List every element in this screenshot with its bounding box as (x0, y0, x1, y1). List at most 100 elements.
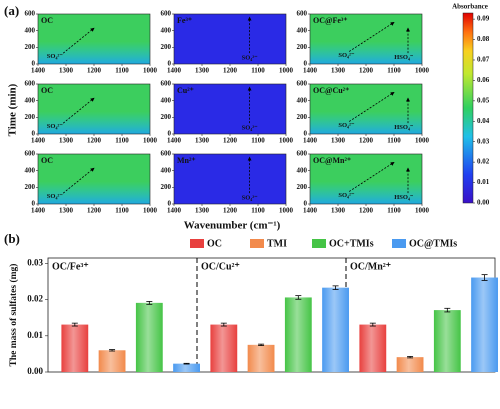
y-tick-label: 200 (25, 43, 36, 51)
y-tick-label: 200 (25, 183, 36, 191)
arrow (348, 91, 395, 122)
panel-name: OC@Fe³⁺ (313, 16, 348, 25)
panel-name: Mn²⁺ (177, 156, 196, 165)
annotation: SO₄²⁻ (242, 125, 259, 132)
x-tick-label: 1000 (279, 207, 294, 215)
heatmap-panel: 1400 1300 1200 1100 1000 0 200 400 600 OC SO₄²⁻ (25, 10, 158, 75)
y-tick-label: 400 (25, 166, 36, 174)
panel-name: Fe³⁺ (177, 16, 192, 25)
heatmap-panel: 1400 1300 1200 1100 1000 0 200 400 600 OC SO₄²⁻ (25, 150, 158, 215)
bar-shine (433, 310, 461, 372)
y-tick-label: 0 (168, 200, 172, 208)
group-label: OC/Cu²⁺ (201, 261, 240, 272)
legend-swatch (392, 239, 406, 248)
y-tick-label: 0 (304, 60, 308, 68)
x-tick-label: 1200 (359, 207, 374, 215)
x-tick-label: 1100 (387, 67, 401, 75)
y-tick-label: 400 (161, 166, 172, 174)
error-bar (444, 307, 451, 313)
legend-label: TMI (267, 238, 287, 249)
y-tick-label: 400 (297, 96, 308, 104)
x-tick-label: 1200 (223, 67, 238, 75)
heatmap-image (38, 154, 150, 204)
panel-name: OC (41, 86, 53, 95)
colorbar-tick-label: 0.03 (477, 137, 490, 145)
bar-shine (359, 324, 387, 372)
x-tick-label: 1000 (279, 137, 294, 145)
x-tick-label: 1200 (359, 137, 374, 145)
x-tick-label: 1100 (387, 207, 401, 215)
annotation: SO₄²⁻ (47, 193, 64, 200)
panel-label: (b) (4, 231, 20, 246)
colorbar-tick-label: 0.09 (477, 15, 490, 23)
y-tick-label: 400 (297, 26, 308, 34)
heatmap-image (174, 14, 286, 64)
x-tick-label: 1400 (31, 67, 46, 75)
x-tick-label: 1200 (87, 207, 102, 215)
legend-swatch (312, 239, 326, 248)
bar-shine (322, 287, 349, 372)
colorbar-tick-label: 0.06 (477, 76, 490, 84)
y-tick-label: 600 (297, 10, 308, 18)
y-tick-label: 200 (297, 113, 308, 121)
annotation: SO₄²⁻ (242, 195, 259, 202)
y-tick-label: 600 (297, 150, 308, 158)
legend-swatch (250, 239, 264, 248)
x-tick-label: 1300 (331, 207, 346, 215)
x-tick-label: 1300 (331, 67, 346, 75)
heatmap-panel: 1400 1300 1200 1100 1000 0 200 400 600 OC@Mn²⁺ SO₄… (297, 150, 430, 215)
y-tick-label: 400 (161, 26, 172, 34)
arrow (62, 97, 95, 124)
x-tick-label: 1300 (195, 67, 210, 75)
legend-swatch (190, 239, 204, 248)
x-tick-label: 1200 (359, 67, 374, 75)
y-tick-label: 400 (161, 96, 172, 104)
x-tick-label: 1000 (143, 67, 158, 75)
y-tick-label: 600 (25, 150, 36, 158)
y-tick-label: 0 (32, 200, 36, 208)
colorbar-title: Absorbance (452, 3, 488, 11)
y-tick-label: 0 (168, 60, 172, 68)
panel-name: OC@Cu²⁺ (313, 86, 349, 95)
heatmap-panel: 1400 1300 1200 1100 1000 0 200 400 600 OC SO₄²⁻ (25, 80, 158, 145)
error-bar (109, 349, 116, 352)
annotation: SO₄²⁻ (338, 122, 355, 129)
x-tick-label: 1400 (303, 137, 318, 145)
heatmap-panel: 1400 1300 1200 1100 1000 0 200 400 600 OC@Cu²⁺ SO₄… (297, 80, 430, 145)
heatmap-image (310, 14, 422, 64)
heatmap-panel: 1400 1300 1200 1100 1000 0 200 400 600 Cu²⁺ SO₄²⁻ (161, 80, 294, 145)
y-tick-label: 600 (25, 10, 36, 18)
y-tick-label: 400 (25, 26, 36, 34)
x-tick-label: 1000 (143, 207, 158, 215)
x-axis-label: Wavenumber (cm⁻¹) (184, 220, 281, 232)
annotation: SO₄²⁻ (338, 52, 355, 59)
y-tick-label: 200 (161, 43, 172, 51)
y-tick-label: 0 (304, 130, 308, 138)
x-tick-label: 1400 (303, 67, 318, 75)
error-bar (295, 295, 302, 300)
error-bar (332, 285, 339, 290)
y-tick-label: 0.00 (27, 366, 43, 376)
x-tick-label: 1000 (279, 67, 294, 75)
colorbar-tick-label: 0.00 (477, 199, 490, 207)
y-tick-label: 600 (297, 80, 308, 88)
y-tick-label: 0 (32, 130, 36, 138)
y-tick-label: 400 (297, 166, 308, 174)
arrow (348, 161, 395, 192)
heatmap-hot (335, 84, 403, 112)
y-tick-label: 200 (297, 43, 308, 51)
y-tick-label: 0.02 (27, 294, 43, 304)
annotation: HSO₄⁻ (394, 124, 414, 131)
arrow (62, 167, 95, 194)
bar-shine (135, 302, 163, 372)
y-axis-label: The mass of sulfates (mg) (8, 264, 19, 367)
x-tick-label: 1000 (415, 137, 430, 145)
annotation: HSO₄⁻ (394, 194, 414, 201)
y-tick-label: 0 (32, 60, 36, 68)
annotation: SO₄²⁻ (242, 55, 259, 62)
x-tick-label: 1100 (115, 137, 129, 145)
x-tick-label: 1400 (167, 207, 182, 215)
annotation: HSO₄⁻ (394, 54, 414, 61)
x-tick-label: 1000 (415, 67, 430, 75)
